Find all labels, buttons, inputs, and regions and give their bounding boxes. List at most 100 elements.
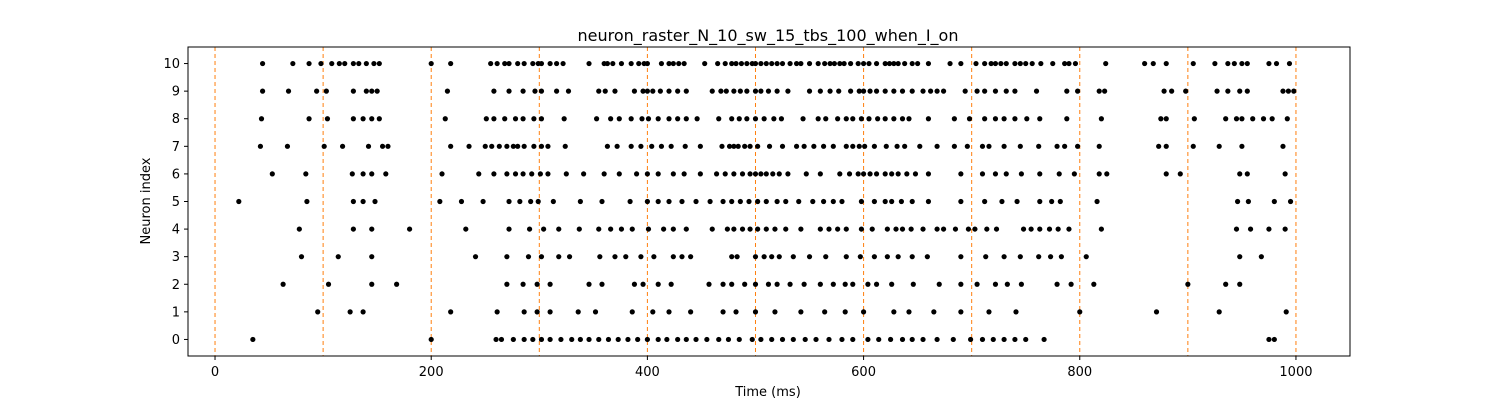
- spike-point: [817, 171, 823, 177]
- spike-point: [817, 88, 823, 94]
- spike-point: [979, 336, 986, 343]
- spike-point: [360, 309, 366, 315]
- spike-point: [510, 336, 516, 343]
- spike-point: [806, 88, 813, 94]
- spike-point: [934, 226, 940, 232]
- spike-point: [644, 88, 650, 94]
- spike-point: [1183, 88, 1189, 94]
- spike-point: [731, 143, 737, 149]
- spike-point: [601, 171, 607, 177]
- spike-point: [1271, 198, 1277, 205]
- spike-point: [1018, 171, 1024, 177]
- spike-point: [1056, 171, 1062, 177]
- spike-point: [534, 281, 540, 287]
- spike-point: [371, 60, 377, 67]
- spike-point: [904, 171, 910, 177]
- spike-point: [813, 336, 819, 343]
- spike-point: [586, 336, 592, 343]
- spike-point: [966, 116, 973, 122]
- spike-point: [895, 254, 901, 260]
- spike-point: [704, 336, 710, 343]
- spike-point: [822, 60, 828, 67]
- spike-point: [836, 88, 842, 94]
- spike-point: [683, 116, 689, 122]
- spike-point: [820, 143, 827, 149]
- spike-point: [800, 116, 806, 122]
- spike-point: [860, 309, 867, 315]
- spike-point: [1271, 336, 1277, 343]
- spike-point: [325, 281, 332, 287]
- spike-point: [1012, 60, 1018, 67]
- spike-point: [521, 60, 527, 67]
- spike-point: [779, 60, 786, 67]
- spike-point: [1004, 281, 1010, 287]
- spike-point: [510, 143, 516, 149]
- spike-point: [650, 309, 656, 315]
- spike-point: [350, 226, 356, 232]
- spike-point: [625, 336, 631, 343]
- spike-point: [592, 309, 599, 315]
- spike-point: [988, 60, 994, 67]
- spike-point: [538, 336, 545, 343]
- spike-point: [520, 171, 526, 177]
- spike-point: [1212, 60, 1218, 67]
- spike-points: [236, 60, 1297, 343]
- spike-point: [1233, 116, 1240, 122]
- spike-point: [493, 336, 499, 343]
- spike-point: [882, 171, 888, 177]
- spike-point: [506, 226, 512, 232]
- spike-point: [494, 309, 500, 315]
- y-tick-label: 2: [172, 278, 180, 293]
- spike-point: [428, 60, 434, 67]
- spike-point: [599, 281, 605, 287]
- spike-point: [688, 254, 694, 260]
- spike-point: [1237, 88, 1243, 94]
- spike-point: [1244, 60, 1250, 67]
- spike-point: [633, 171, 640, 177]
- spike-point: [772, 309, 778, 315]
- spike-point: [1260, 116, 1267, 122]
- spike-point: [752, 88, 759, 94]
- spike-point: [979, 171, 986, 177]
- spike-point: [982, 88, 988, 94]
- spike-point: [906, 116, 912, 122]
- spike-point: [615, 336, 621, 343]
- spike-point: [525, 254, 532, 260]
- spike-point: [1163, 171, 1169, 177]
- spike-point: [744, 88, 750, 94]
- spike-point: [909, 60, 915, 67]
- spike-point: [958, 309, 964, 315]
- spike-point: [629, 309, 635, 315]
- spike-point: [858, 226, 865, 232]
- spike-point: [1036, 254, 1042, 260]
- spike-point: [1247, 226, 1254, 232]
- spike-point: [547, 281, 553, 287]
- spike-point: [1244, 171, 1250, 177]
- spike-point: [306, 116, 312, 122]
- spike-point: [1062, 143, 1068, 149]
- spike-point: [318, 60, 324, 67]
- spike-point: [747, 226, 753, 232]
- spike-point: [683, 226, 689, 232]
- spike-point: [506, 60, 512, 67]
- spike-point: [1280, 143, 1286, 149]
- spike-point: [729, 198, 735, 205]
- spike-point: [448, 143, 454, 149]
- spike-point: [1023, 60, 1029, 67]
- spike-point: [565, 88, 572, 94]
- spike-point: [958, 254, 964, 260]
- spike-point: [869, 226, 875, 232]
- spike-point: [1163, 116, 1169, 122]
- spike-point: [593, 116, 600, 122]
- spike-point: [655, 198, 661, 205]
- spike-point: [515, 143, 521, 149]
- spike-point: [369, 88, 375, 94]
- spike-point: [765, 281, 772, 287]
- spike-point: [458, 198, 465, 205]
- spike-point: [915, 60, 921, 67]
- spike-point: [547, 60, 553, 67]
- spike-point: [920, 336, 926, 343]
- spike-point: [627, 198, 633, 205]
- spike-point: [992, 171, 999, 177]
- spike-point: [547, 309, 553, 315]
